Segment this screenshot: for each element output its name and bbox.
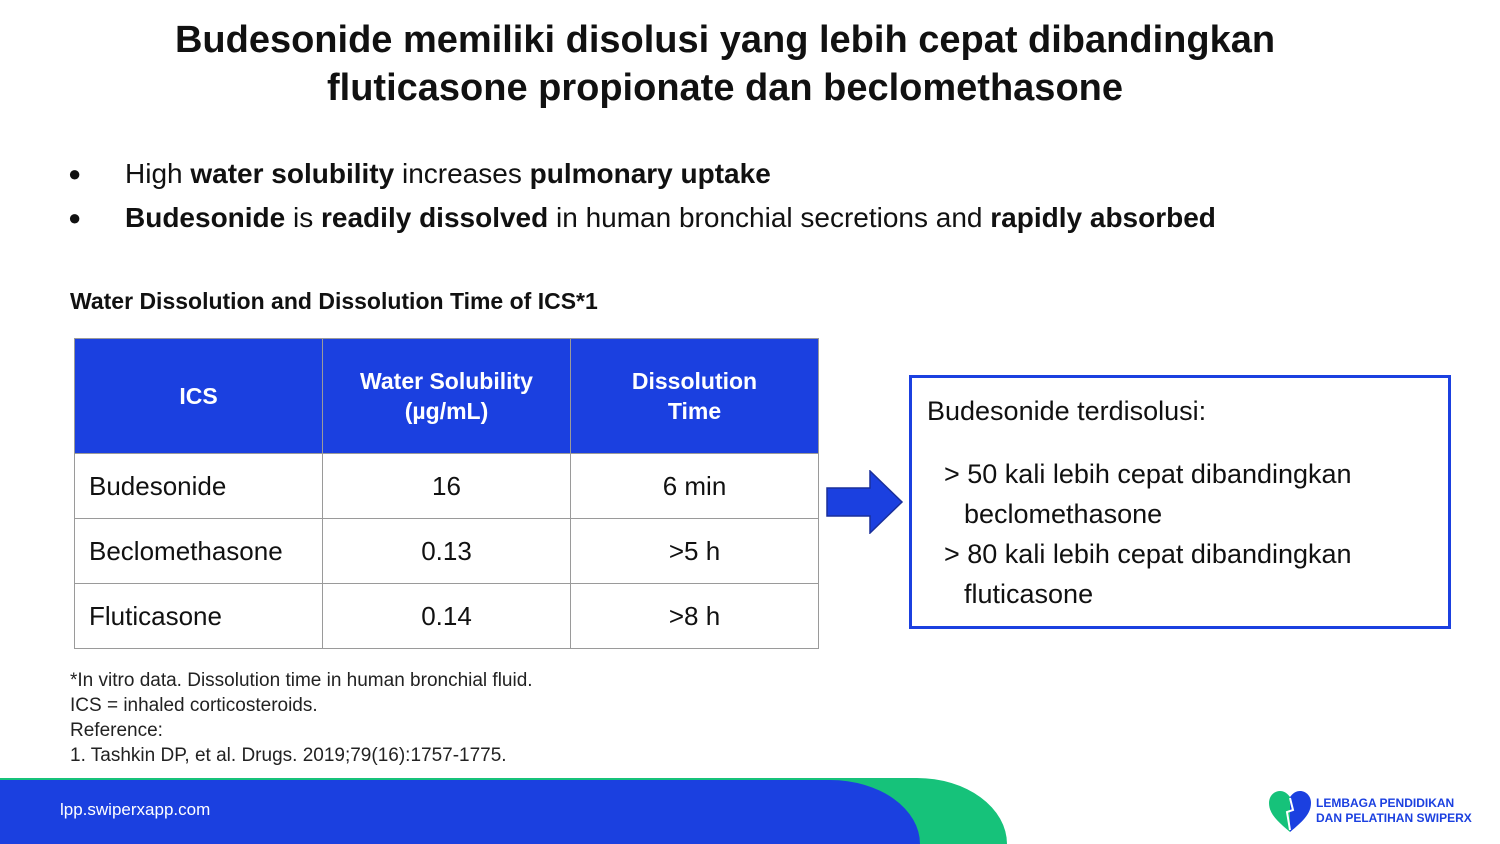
bullet-text: Budesonide is readily dissolved in human… [125, 196, 1216, 240]
logo-text-line-2: DAN PELATIHAN SWIPERX [1316, 811, 1472, 825]
header-label-2: Time [667, 398, 722, 424]
bullet-segment: increases [394, 158, 530, 189]
callout-item-line-1: > 50 kali lebih cepat dibandingkan [944, 459, 1352, 489]
cell-time: >8 h [570, 583, 819, 649]
brand-logo: LEMBAGA PENDIDIKAN DAN PELATIHAN SWIPERX [1268, 790, 1488, 834]
table-title: Water Dissolution and Dissolution Time o… [70, 288, 598, 314]
bullet-segment-bold: rapidly absorbed [990, 202, 1216, 233]
bullet-segment-bold: water solubility [190, 158, 395, 189]
footnote-line: *In vitro data. Dissolution time in huma… [70, 670, 533, 691]
bullet-segment: in human bronchial secretions and [548, 202, 991, 233]
callout-item: > 50 kali lebih cepat dibandingkan beclo… [944, 454, 1424, 534]
cell-solubility: 0.14 [322, 583, 571, 649]
bullet-segment-bold: Budesonide [125, 202, 286, 233]
slide-title: Budesonide memiliki disolusi yang lebih … [60, 16, 1390, 112]
table-row: Fluticasone 0.14 >8 h [74, 583, 819, 649]
cell-solubility: 0.13 [322, 518, 571, 584]
bullet-item: ● Budesonide is readily dissolved in hum… [68, 196, 1468, 240]
header-label: Water Solubility [360, 368, 533, 394]
footer-blue-band [0, 780, 920, 844]
footnotes: *In vitro data. Dissolution time in huma… [70, 668, 533, 768]
header-label: ICS [179, 383, 218, 409]
table-row: Beclomethasone 0.13 >5 h [74, 518, 819, 584]
logo-text-line-1: LEMBAGA PENDIDIKAN [1316, 796, 1455, 810]
header-unit: (µg/mL) [404, 398, 489, 424]
header-dissolution-time: Dissolution Time [570, 338, 819, 454]
callout-heading: Budesonide terdisolusi: [927, 396, 1207, 426]
ics-table: ICS Water Solubility (µg/mL) Dissolution T… [74, 338, 819, 649]
bullet-dot: ● [68, 205, 82, 230]
table-header-row: ICS Water Solubility (µg/mL) Dissolution T… [74, 338, 819, 454]
right-arrow-icon [826, 470, 904, 534]
bullet-segment-bold: readily dissolved [321, 202, 549, 233]
cell-time: 6 min [570, 453, 819, 519]
table-row: Budesonide 16 6 min [74, 453, 819, 519]
header-ics: ICS [74, 338, 323, 454]
footnote-line: 1. Tashkin DP, et al. Drugs. 2019;79(16)… [70, 745, 507, 766]
bullet-dot: ● [68, 161, 82, 186]
cell-ics: Budesonide [74, 453, 323, 519]
bullet-segment: High [125, 158, 191, 189]
cell-ics: Fluticasone [74, 583, 323, 649]
callout-box: Budesonide terdisolusi: > 50 kali lebih … [909, 375, 1451, 629]
bullet-text: High water solubility increases pulmonar… [125, 152, 771, 196]
callout-item: > 80 kali lebih cepat dibandingkan fluti… [944, 534, 1424, 614]
bullet-item: ● High water solubility increases pulmon… [68, 152, 1468, 196]
heart-logo-icon [1269, 791, 1311, 832]
callout-item-line-1: > 80 kali lebih cepat dibandingkan [944, 539, 1352, 569]
cell-ics: Beclomethasone [74, 518, 323, 584]
bullet-segment: is [285, 202, 322, 233]
slide-title-line-2: fluticasone propionate dan beclomethason… [326, 67, 1123, 109]
header-label: Dissolution [631, 368, 758, 394]
footnote-line: Reference: [70, 720, 163, 741]
footer-url: lpp.swiperxapp.com [60, 800, 211, 819]
bullet-segment-bold: pulmonary uptake [529, 158, 771, 189]
logo-text: LEMBAGA PENDIDIKAN DAN PELATIHAN SWIPERX [1316, 796, 1472, 826]
callout-item-line-2: beclomethasone [964, 499, 1163, 529]
cell-time: >5 h [570, 518, 819, 584]
callout-item-line-2: fluticasone [964, 579, 1094, 609]
bullet-list: ● High water solubility increases pulmon… [68, 152, 1468, 240]
slide-title-line-1: Budesonide memiliki disolusi yang lebih … [174, 19, 1276, 61]
cell-solubility: 16 [322, 453, 571, 519]
footnote-line: ICS = inhaled corticosteroids. [70, 695, 318, 716]
header-water-solubility: Water Solubility (µg/mL) [322, 338, 571, 454]
